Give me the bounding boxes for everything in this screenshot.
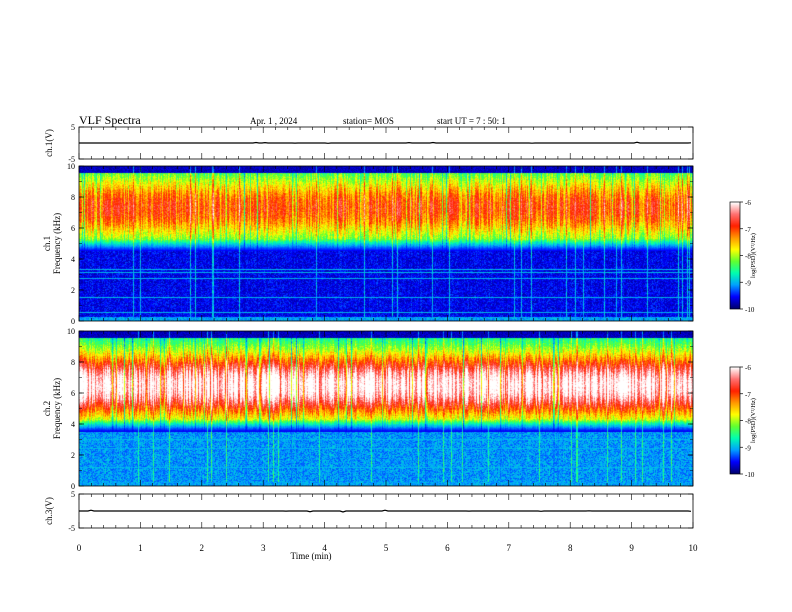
ch2-spectrogram-ylabel-channel: ch.2: [42, 401, 52, 416]
xaxis-label: Time (min): [291, 551, 332, 561]
ch1-spectrogram-ylabel-channel: ch.1: [42, 236, 52, 251]
axes-group: ch.1(V) 5 -5 -6 -7 -8 -9 -10 log(PSD)(V²/Hz) ch.1…: [42, 123, 757, 561]
ch2-spectrogram-image: [79, 331, 693, 486]
ch2-spectrogram-colorbar-tick-label: -6: [745, 364, 751, 372]
ch3-waveform-ytick-label: -5: [68, 524, 75, 533]
ch1-spectrogram-image: [79, 166, 693, 321]
chart-title: VLF Spectra: [79, 113, 141, 127]
xaxis-tick-label: 10: [689, 543, 699, 553]
ch2-spectrogram-ylabel-frequency: Frequency (kHz): [52, 378, 62, 439]
date-label: Apr. 1 , 2024: [250, 116, 298, 126]
ch1-spectrogram-ytick-label: 10: [67, 162, 75, 171]
ch2-spectrogram-colorbar-frame: [729, 366, 741, 475]
ch1-spectrogram-colorbar-tick-label: -6: [745, 199, 751, 207]
ch2-spectrogram-colorbar-tick-label: -8: [745, 418, 751, 426]
xaxis-tick-label: 9: [629, 543, 634, 553]
ch2-spectrogram-ytick-label: 0: [71, 482, 75, 491]
ch2-spectrogram-colorbar-tick-label: -9: [745, 444, 751, 452]
ch2-spectrogram-colorbar-tick-label: -10: [745, 471, 755, 479]
ch3-waveform-ylabel: ch.3(V): [44, 497, 54, 525]
ch1-waveform-ytick-label: -5: [68, 155, 75, 164]
ch2-spectrogram-ytick-label: 6: [71, 389, 75, 398]
ch1-spectrogram-ytick-label: 8: [71, 193, 75, 202]
xaxis-tick-label: 8: [568, 543, 573, 553]
xaxis-tick-label: 1: [138, 543, 143, 553]
xaxis-tick-label: 6: [445, 543, 450, 553]
station-label: station= MOS: [343, 116, 394, 126]
xaxis-tick-label: 5: [384, 543, 389, 553]
ch1-spectrogram-frame: [78, 165, 694, 322]
ch1-spectrogram-colorbar-tick-label: -10: [745, 306, 755, 314]
ch1-spectrogram-ytick-label: 2: [71, 286, 75, 295]
ch3-waveform-ytick-label: 5: [71, 490, 75, 499]
start-time-label: start UT = 7 : 50: 1: [437, 116, 506, 126]
ch2-spectrogram-colorbar-label: log(PSD)(V²/Hz): [750, 398, 757, 443]
xaxis-tick-label: 7: [507, 543, 512, 553]
ch2-spectrogram-ytick-label: 4: [71, 420, 75, 429]
ch1-spectrogram-ylabel-frequency: Frequency (kHz): [52, 213, 62, 274]
xaxis-tick-label: 3: [261, 543, 266, 553]
xaxis-tick-label: 0: [77, 543, 82, 553]
ch1-spectrogram-ytick-label: 0: [71, 317, 75, 326]
ch3-waveform-line: [79, 509, 692, 513]
ch1-waveform-line: [79, 141, 692, 144]
ch1-spectrogram-colorbar-tick-label: -8: [745, 253, 751, 261]
ch1-spectrogram-colorbar-tick-label: -7: [745, 226, 751, 234]
ch2-spectrogram-ytick-label: 8: [71, 358, 75, 367]
ch1-spectrogram-ytick-label: 6: [71, 224, 75, 233]
ch2-spectrogram-colorbar-tick-label: -7: [745, 391, 751, 399]
ch1-spectrogram-colorbar-tick-label: -9: [745, 279, 751, 287]
ch2-spectrogram-ytick-label: 10: [67, 327, 75, 336]
ch1-spectrogram-colorbar-frame: [729, 201, 741, 310]
ch1-spectrogram-ytick-label: 4: [71, 255, 75, 264]
xaxis-tick-label: 2: [200, 543, 205, 553]
ch2-colorbar: [730, 367, 740, 474]
ch1-waveform-ylabel: ch.1(V): [44, 129, 54, 157]
ch2-spectrogram-frame: [78, 330, 694, 487]
ch1-spectrogram-colorbar-label: log(PSD)(V²/Hz): [750, 233, 757, 278]
ch1-waveform-ytick-label: 5: [71, 123, 75, 132]
xaxis-tick-label: 4: [322, 543, 327, 553]
ch2-spectrogram-ytick-label: 2: [71, 451, 75, 460]
ch1-colorbar: [730, 202, 740, 309]
